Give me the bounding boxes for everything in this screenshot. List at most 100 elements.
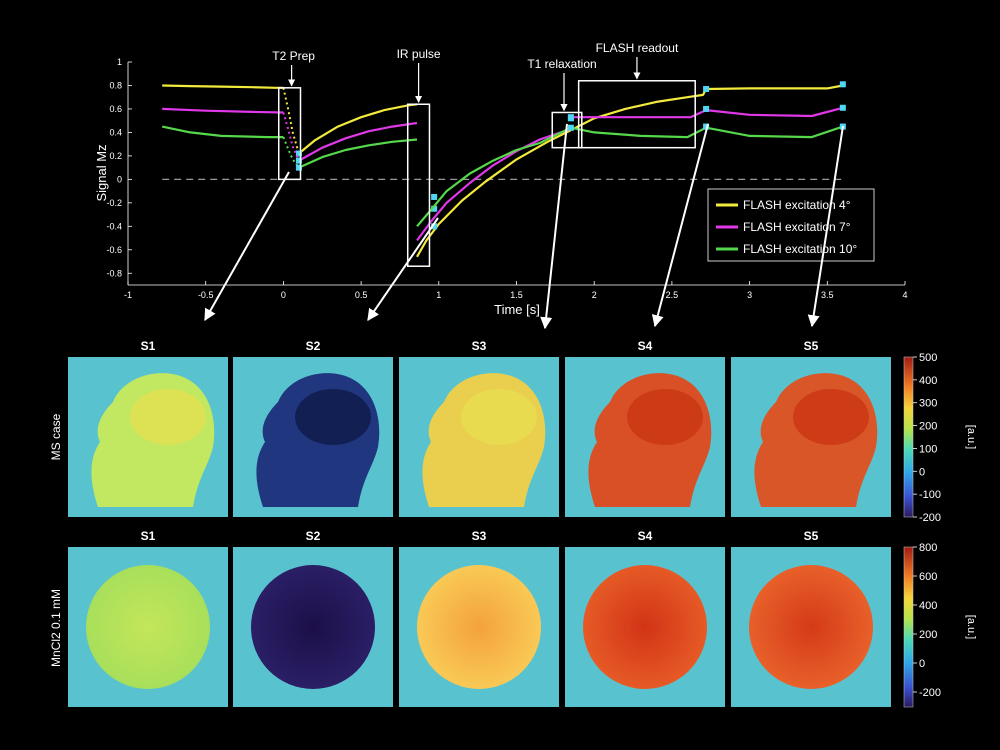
- series-3: [161, 123, 846, 230]
- sample-point-marker: [703, 123, 710, 130]
- series-line-segment: [570, 125, 844, 139]
- colorbar-2-gradient: [903, 546, 914, 708]
- ms-case-row: MS case S1 S2 S3 S4 S5: [49, 339, 891, 517]
- colorbar-1-ticks: 500 400 300 200 100 0 -100 -200: [913, 352, 941, 524]
- annotation-label: T1 relaxation: [527, 57, 596, 71]
- colorbar-tick-label: 500: [919, 352, 937, 364]
- x-axis-label: Time [s]: [494, 302, 540, 317]
- phantom-panel-s2: S2: [233, 529, 393, 707]
- colorbar-tick-label: -100: [919, 489, 941, 501]
- x-tick-label: 3: [747, 290, 752, 300]
- sample-point-marker: [295, 157, 302, 164]
- phantom-disc: [251, 565, 375, 689]
- x-tick-label: 4: [902, 290, 907, 300]
- colorbar-tick-label: 400: [919, 600, 937, 612]
- brain-region: [793, 389, 869, 445]
- y-tick-label: 0: [117, 174, 122, 184]
- panel-title: S4: [638, 339, 653, 353]
- series-layer: [161, 81, 846, 258]
- phantom-panel-s3: S3: [399, 529, 559, 707]
- colorbar-tick-label: 300: [919, 398, 937, 410]
- colorbar-1: 500 400 300 200 100 0 -100 -200 [a.u.]: [903, 352, 977, 524]
- annotation-label: IR pulse: [397, 47, 441, 61]
- phantom-panel-s5: S5: [731, 529, 891, 707]
- series-line-segment: [162, 107, 284, 114]
- x-tick-label: 1: [436, 290, 441, 300]
- panel-title: S1: [141, 339, 156, 353]
- annotation-box: [277, 87, 302, 181]
- signal-mz-line-chart: -1 -0.5 0 0.5 1 1.5 2 2.5 3 3.5 4 -0.8 -0.6 -0.4 -0.2 0…: [94, 41, 908, 317]
- row1-label: MS case: [49, 413, 63, 460]
- arrow-to-s2: [367, 217, 439, 321]
- y-tick-label: -0.2: [106, 198, 122, 208]
- brain-region: [130, 389, 206, 445]
- colorbar-tick-label: 0: [919, 658, 925, 670]
- series-line-segment: [570, 84, 844, 132]
- annotation-label: FLASH readout: [596, 41, 679, 55]
- colorbar-tick-label: 400: [919, 375, 937, 387]
- legend-entry: FLASH excitation 10°: [743, 242, 857, 256]
- series-line-segment: [416, 127, 572, 242]
- x-tick-label: 0.5: [355, 290, 368, 300]
- legend-entry: FLASH excitation 4°: [743, 198, 851, 212]
- ms-panel-s1: S1: [68, 339, 228, 517]
- panel-title: S5: [804, 339, 819, 353]
- y-tick-label: 0.2: [109, 151, 122, 161]
- colorbar-tick-label: 200: [919, 421, 937, 433]
- phantom-disc: [583, 565, 707, 689]
- sample-point-marker: [839, 81, 846, 88]
- pointer-arrows: [204, 123, 844, 330]
- colorbar-tick-label: -200: [919, 512, 941, 524]
- colorbar-tick-label: 800: [919, 542, 937, 554]
- phantom-panel-s1: S1: [68, 529, 228, 707]
- x-tick-label: 2.5: [666, 290, 679, 300]
- ms-panel-s4: S4: [565, 339, 725, 517]
- y-tick-label: -0.4: [106, 221, 122, 231]
- sample-point-marker: [431, 223, 438, 230]
- y-tick-label: 0.8: [109, 80, 122, 90]
- chart-legend: FLASH excitation 4° FLASH excitation 7° FL…: [707, 188, 875, 262]
- y-axis-label: Signal Mz: [94, 144, 109, 201]
- arrow-to-s1: [204, 171, 290, 322]
- ms-panel-s5: S5: [731, 339, 891, 517]
- series-line-segment: [298, 121, 418, 162]
- series-line-segment: [298, 103, 418, 155]
- series-line-segment: [416, 126, 572, 228]
- colorbar-2-label: [a.u.]: [965, 615, 977, 639]
- arrow-to-s5: [807, 125, 844, 328]
- panel-title: S3: [472, 529, 487, 543]
- series-line-segment: [570, 106, 844, 119]
- legend-entry: FLASH excitation 7°: [743, 220, 851, 234]
- annotation-box: [577, 80, 696, 149]
- brain-region: [295, 389, 371, 445]
- x-tick-label: 1.5: [510, 290, 523, 300]
- y-tick-label: 0.6: [109, 104, 122, 114]
- y-tick-label: 1: [117, 57, 122, 67]
- sample-point-marker: [703, 105, 710, 112]
- sample-point-marker: [567, 114, 574, 121]
- x-tick-label: 0: [281, 290, 286, 300]
- phantom-disc: [749, 565, 873, 689]
- ms-panel-s3: S3: [399, 339, 559, 517]
- y-tick-label: 0.4: [109, 127, 122, 137]
- phantom-panel-s4: S4: [565, 529, 725, 707]
- phantom-disc: [86, 565, 210, 689]
- arrow-to-s4: [651, 123, 709, 328]
- series-line-segment: [416, 129, 572, 258]
- sample-point-marker: [295, 164, 302, 171]
- panel-title: S4: [638, 529, 653, 543]
- colorbar-tick-label: 200: [919, 629, 937, 641]
- colorbar-1-label: [a.u.]: [965, 425, 977, 449]
- colorbar-1-gradient: [903, 356, 914, 518]
- colorbar-tick-label: 100: [919, 443, 937, 455]
- series-line-segment: [282, 87, 300, 154]
- colorbar-tick-label: 0: [919, 466, 925, 478]
- series-line-segment: [298, 138, 418, 169]
- y-tick-label: -0.6: [106, 245, 122, 255]
- panel-title: S2: [306, 339, 321, 353]
- brain-region: [461, 389, 537, 445]
- series-line-segment: [282, 112, 300, 162]
- panel-title: S3: [472, 339, 487, 353]
